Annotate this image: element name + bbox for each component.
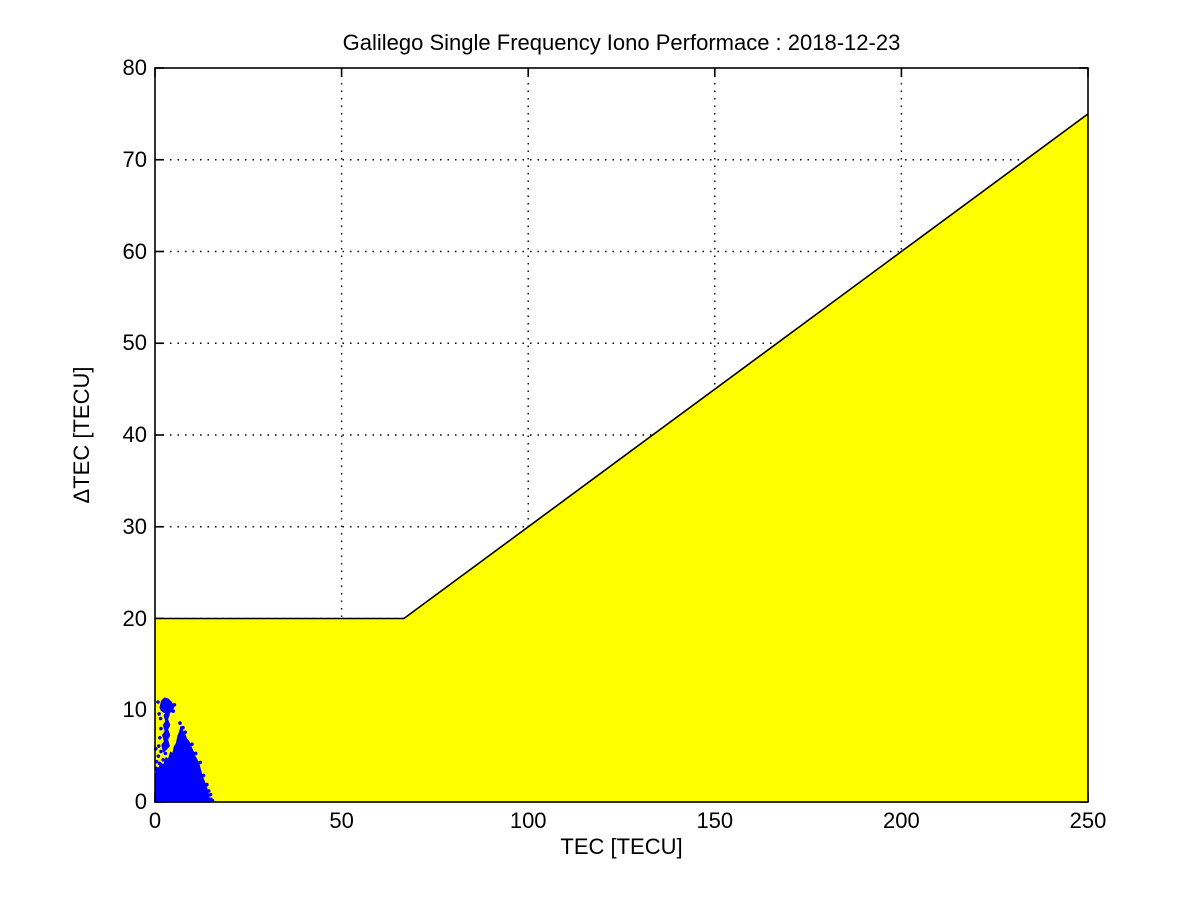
y-tick-label: 60 [122,238,147,264]
x-tick-label: 50 [329,808,354,833]
scatter-point [158,735,162,740]
scatter-point [205,782,209,787]
scatter-point [163,751,168,756]
iono-bound-line [155,113,1089,620]
scatter-point [157,712,161,716]
y-tick-label: 10 [122,697,147,723]
y-tick-label: 20 [122,605,147,631]
x-tick-label: 250 [1069,808,1107,833]
scatter-point [208,792,213,797]
x-tick-label: 150 [696,808,734,833]
scatter-point [172,702,177,707]
chart-title: Galilego Single Frequency Iono Performac… [342,30,901,55]
scatter-point [155,767,160,771]
iono-bound-region [155,113,1088,802]
y-tick-label: 70 [122,146,147,172]
scatter-point [158,769,163,774]
scatter-point [156,754,161,758]
scatter-point [157,761,162,766]
y-tick-label: 40 [122,422,147,447]
y-tick-label: 0 [134,789,147,814]
scatter-point [160,764,164,769]
scatter-point [201,773,206,778]
scatter-point [193,751,198,756]
y-tick-label: 30 [122,513,147,539]
scatter-point [181,725,185,730]
scatter-point [183,730,188,735]
axes-frame [154,67,1089,803]
x-tick-label: 0 [148,808,162,833]
scatter-point [156,744,161,748]
scatter-point [159,749,163,754]
x-tick-label: 200 [883,808,920,833]
scatter-point [161,757,166,762]
scatter-point [206,789,211,793]
scatter-point [158,716,163,721]
scatter-point [171,709,176,713]
y-tick-label: 50 [122,330,147,356]
x-tick-label: 100 [509,808,547,833]
scatter-point [198,760,202,765]
scatter-point [159,726,163,731]
scatter-point [156,700,160,704]
scatter-top-cluster [159,697,175,714]
y-tick-label: 80 [122,55,147,80]
scatter-point [190,742,194,746]
scatter-point [178,721,182,725]
x-axis-label: TEC [TECU] [560,834,683,859]
